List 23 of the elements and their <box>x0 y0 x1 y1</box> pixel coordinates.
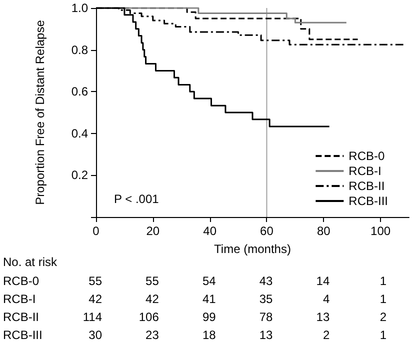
legend-label: RCB-III <box>348 194 388 208</box>
x-axis-title: Time (months) <box>214 242 291 256</box>
y-tick-label: 0.6 <box>71 84 88 99</box>
text: No. at risk <box>3 255 58 269</box>
x-tick-label: 60 <box>260 224 274 238</box>
x-tick-label: 0 <box>92 224 100 238</box>
y-tick-label: 0.4 <box>71 126 88 140</box>
text: RCB-I 42 42 41 35 4 1 <box>3 292 387 306</box>
text: RCB-III 30 23 18 13 2 1 <box>3 328 387 342</box>
x-tick-label: 40 <box>203 224 217 238</box>
legend-label: RCB-0 <box>348 149 385 163</box>
y-tick-label: 1.0 <box>71 1 88 15</box>
legend-label: RCB-I <box>348 164 382 178</box>
x-tick-label: 80 <box>316 224 331 238</box>
text: RCB-II 114 106 99 78 13 2 <box>3 310 387 324</box>
legend-label: RCB-II <box>348 179 385 193</box>
annotation: P < .001 <box>114 192 160 206</box>
y-tick-label: 0.2 <box>71 168 88 182</box>
y-axis-title: Proportion Free of Distant Relapse <box>33 20 47 205</box>
x-tick-label: 20 <box>146 224 160 238</box>
x-tick-label: 100 <box>370 224 391 238</box>
text: RCB-0 55 55 54 43 14 1 <box>3 274 387 288</box>
y-tick-label: 0.8 <box>71 42 88 57</box>
